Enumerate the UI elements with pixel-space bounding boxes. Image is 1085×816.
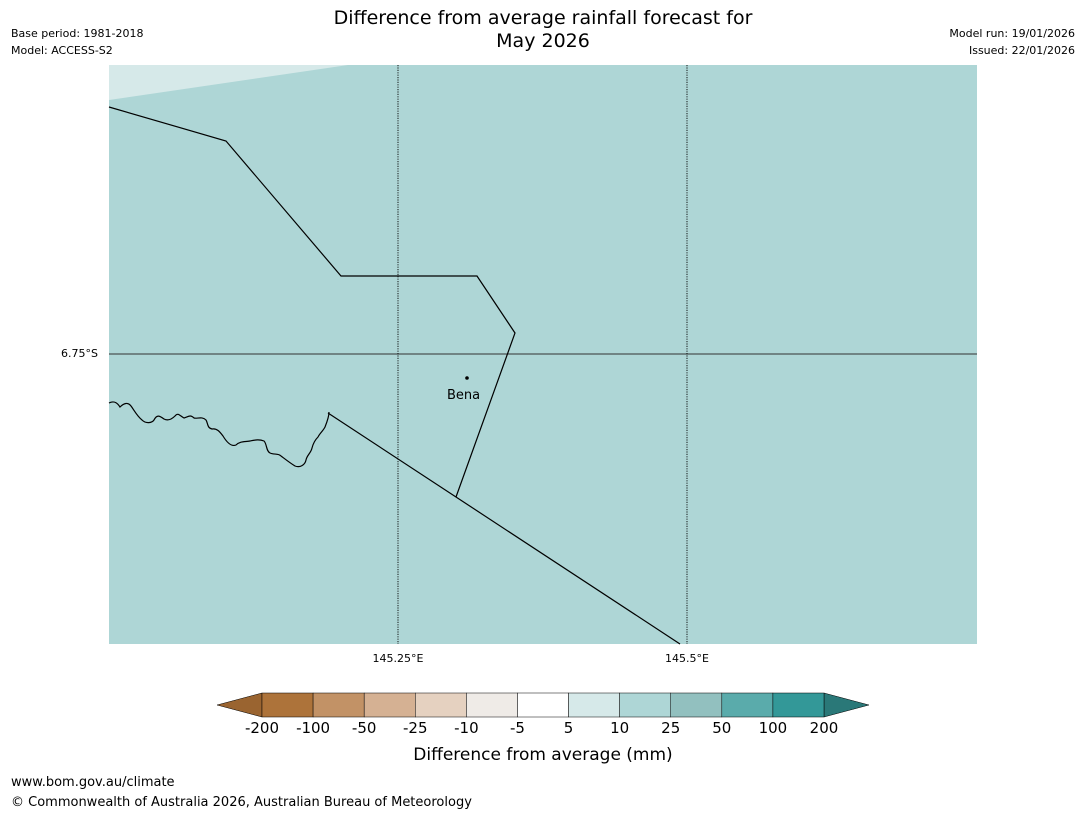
model-run-text: Model run: 19/01/2026 <box>949 27 1075 40</box>
bena-location-marker <box>465 376 469 380</box>
colorbar-tick-label: -100 <box>296 719 330 737</box>
colorbar-title: Difference from average (mm) <box>413 745 673 765</box>
place-label-bena: Bena <box>447 388 481 403</box>
colorbar-bin <box>670 692 723 718</box>
colorbar-tick-label: -5 <box>510 719 525 737</box>
colorbar-tick-label: -200 <box>245 719 279 737</box>
colorbar-bin <box>363 692 416 718</box>
colorbar-bin <box>721 692 774 718</box>
colorbar-tick-label: -50 <box>352 719 377 737</box>
map-panel <box>108 65 977 645</box>
base-period-text: Base period: 1981-2018 <box>11 27 144 40</box>
footer-url: www.bom.gov.au/climate <box>11 775 175 790</box>
province-border-line <box>108 106 516 498</box>
footer-copyright: © Commonwealth of Australia 2026, Austra… <box>11 795 472 810</box>
chart-title: Difference from average rainfall forecas… <box>243 7 843 53</box>
longitude-label-145-5: 145.5°E <box>665 652 709 665</box>
colorbar-tick-label: 200 <box>810 719 839 737</box>
province-border-line <box>327 412 681 645</box>
header-meta-left: Base period: 1981-2018 Model: ACCESS-S2 <box>11 25 143 59</box>
colorbar-tick-label: -25 <box>403 719 428 737</box>
river-boundary-line <box>108 401 330 468</box>
colorbar-bin <box>568 692 620 718</box>
colorbar-tick-label: -10 <box>454 719 479 737</box>
header-meta-right: Model run: 19/01/2026 Issued: 22/01/2026 <box>949 25 1075 59</box>
colorbar-bin <box>415 692 467 718</box>
colorbar-tick-label: 50 <box>712 719 731 737</box>
colorbar-bin <box>466 692 518 718</box>
colorbar-tick-label: 25 <box>661 719 680 737</box>
colorbar-bin <box>261 692 314 718</box>
colorbar: -200 -100 -50 -25 -10 -5 5 10 25 50 100 200 <box>216 692 870 737</box>
colorbar-tick-label: 5 <box>564 719 574 737</box>
colorbar-bin <box>517 692 569 718</box>
map-corner-shade <box>109 65 348 100</box>
colorbar-bin <box>772 692 825 718</box>
model-text: Model: ACCESS-S2 <box>11 44 113 57</box>
colorbar-bin <box>619 692 671 718</box>
colorbar-over-arrow <box>823 692 870 718</box>
latitude-label: 6.75°S <box>61 347 98 360</box>
title-line-1: Difference from average rainfall forecas… <box>333 7 753 29</box>
colorbar-bin <box>312 692 365 718</box>
colorbar-under-arrow <box>216 692 263 718</box>
title-line-2: May 2026 <box>496 30 590 52</box>
longitude-label-145-25: 145.25°E <box>372 652 424 665</box>
colorbar-tick-label: 100 <box>759 719 788 737</box>
colorbar-tick-label: 10 <box>610 719 629 737</box>
issued-text: Issued: 22/01/2026 <box>968 44 1075 57</box>
